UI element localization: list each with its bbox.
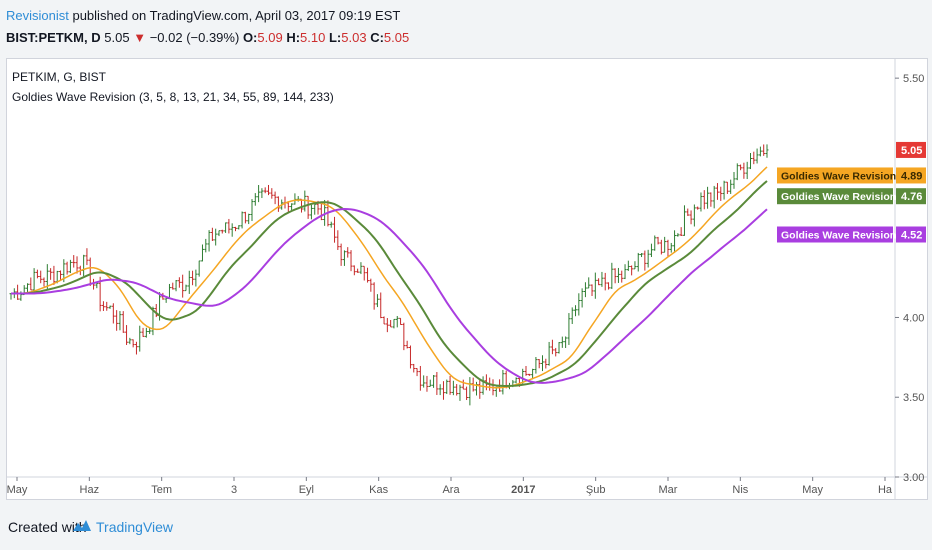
low-label: L:: [328, 30, 342, 45]
tradingview-brand[interactable]: TradingView: [96, 519, 174, 535]
chart-legend: PETKIM, G, BIST Goldies Wave Revision (3…: [12, 70, 334, 104]
series-label: Goldies Wave Revision:T21: [781, 191, 918, 203]
high-value: 5.10: [300, 30, 326, 45]
open-value: 5.09: [257, 30, 283, 45]
series-value-tag-value: 4.76: [901, 191, 922, 203]
x-tick-label: Ha: [878, 484, 893, 496]
close-value: 5.05: [383, 30, 410, 45]
y-tick-label: 5.50: [903, 73, 924, 85]
price-value: 5.05: [104, 30, 130, 45]
series-label-box: [777, 188, 893, 205]
x-tick-label: Şub: [586, 484, 606, 496]
series-label-box: [777, 167, 893, 184]
high-label: H:: [286, 30, 301, 45]
x-tick-label: 3: [231, 484, 237, 496]
chart-header: Revisionist published on TradingView.com…: [0, 0, 932, 58]
change-value: −0.02 (−0.39%): [149, 30, 240, 45]
open-label: O:: [242, 30, 258, 45]
x-tick-label: Haz: [80, 484, 100, 496]
series-t34-line: [11, 207, 768, 384]
quote-line: BIST:PETKM, D 5.05 ▼ −0.02 (−0.39%) O:5.…: [6, 30, 409, 45]
x-tick-label: Ara: [442, 484, 460, 496]
publish-line: Revisionist published on TradingView.com…: [6, 8, 400, 23]
series-value-tag-value: 4.89: [901, 170, 922, 182]
y-tick-label: 3.50: [903, 392, 924, 404]
down-arrow-icon: ▼: [133, 30, 147, 45]
series-value-tag-box: [896, 188, 926, 205]
close-label: C:: [370, 30, 384, 45]
last-price-tag-value: 5.05: [901, 145, 922, 157]
last-price-tag-box: [896, 141, 926, 158]
low-value: 5.03: [341, 30, 367, 45]
x-tick-label: Eyl: [299, 484, 314, 496]
x-tick-label: May: [802, 484, 823, 496]
symbol-label: BIST:PETKM, D: [6, 30, 101, 45]
series-value-tag-box: [896, 167, 926, 184]
chart-panel[interactable]: 5.50 4.00 3.50 3.00 May Haz Tem 3 Eyl Kas Ara 2017 Ş…: [6, 58, 928, 500]
created-with-label: Created with: [8, 519, 87, 535]
legend-symbol: PETKIM, G, BIST: [12, 70, 107, 84]
price-chart[interactable]: 5.50 4.00 3.50 3.00 May Haz Tem 3 Eyl Kas Ara 2017 Ş…: [7, 59, 927, 499]
x-tick-label: 2017: [511, 484, 535, 496]
x-tick-label: May: [7, 484, 28, 496]
x-tick-label: Tem: [151, 484, 172, 496]
tradingview-logo-icon: [73, 520, 91, 531]
legend-indicator: Goldies Wave Revision (3, 5, 8, 13, 21, …: [12, 90, 334, 104]
footer: Created with TradingView: [0, 505, 932, 550]
y-tick-label: 3.00: [903, 472, 924, 484]
series-label: Goldies Wave Revision:T34: [781, 229, 918, 241]
author-link[interactable]: Revisionist: [6, 8, 69, 23]
x-tick-label: Kas: [369, 484, 388, 496]
series-t21-line: [11, 180, 768, 388]
series-t13-line: [11, 166, 768, 389]
x-tick-label: Mar: [659, 484, 678, 496]
series-value-tag-value: 4.52: [901, 229, 922, 241]
y-tick-label: 4.00: [903, 312, 924, 324]
series-value-tag-box: [896, 226, 926, 243]
x-tick-label: Nis: [732, 484, 748, 496]
series-label: Goldies Wave Revision:T13: [781, 170, 918, 182]
series-label-box: [777, 226, 893, 243]
publish-text: published on TradingView.com, April 03, …: [68, 8, 401, 23]
